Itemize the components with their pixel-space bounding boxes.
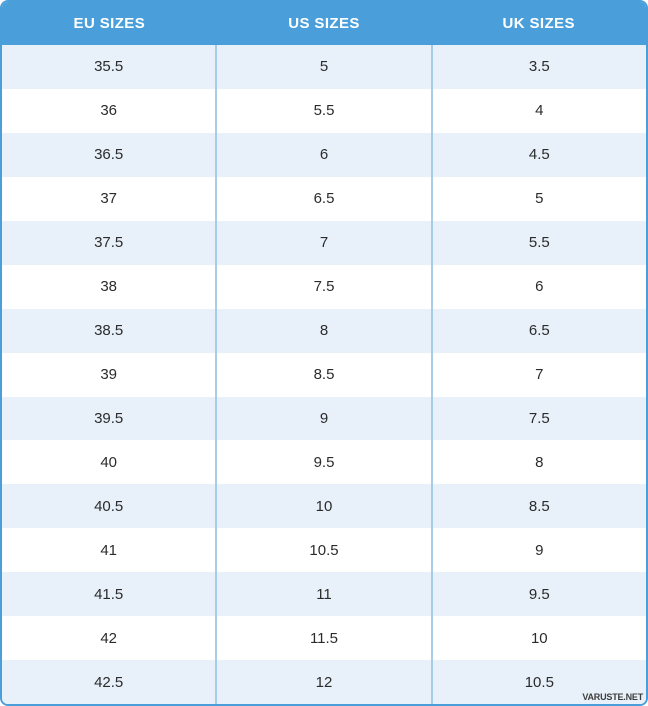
- eu-size-cell: 42: [100, 629, 117, 647]
- eu-size-cell: 36: [100, 102, 117, 120]
- us-size-cell: 7.5: [215, 264, 430, 309]
- eu-size-cell: 41.5: [94, 585, 124, 603]
- watermark-varuste-net: VARUSTE.NET: [582, 692, 643, 702]
- eu-size-cell: 41: [100, 541, 117, 559]
- table-row: 41 10.5 9: [2, 528, 646, 573]
- us-size-cell: 11.5: [215, 616, 430, 661]
- table-row: 42 11.5 10: [2, 616, 646, 661]
- us-size-cell: 7: [215, 220, 430, 265]
- uk-size-cell: 8.5: [430, 484, 646, 529]
- column-header-uk-sizes: UK SIZES: [502, 15, 575, 32]
- eu-size-cell: 39: [100, 366, 117, 384]
- uk-size-cell: 10: [430, 616, 646, 661]
- eu-size-cell: 35.5: [94, 58, 124, 76]
- us-size-cell: 10: [215, 484, 430, 529]
- uk-size-cell: 6: [430, 264, 646, 309]
- column-header-us-sizes: US SIZES: [288, 15, 360, 32]
- uk-size-cell: 4: [430, 88, 646, 133]
- eu-size-cell: 39.5: [94, 409, 124, 427]
- us-size-cell: 6.5: [215, 176, 430, 221]
- us-size-cell: 12: [215, 660, 430, 704]
- table-row: 37 6.5 5: [2, 176, 646, 221]
- table-header-row: EU SIZES US SIZES UK SIZES: [2, 2, 646, 45]
- us-size-cell: 8: [215, 308, 430, 353]
- us-size-cell: 11: [215, 572, 430, 617]
- uk-size-cell: 9: [430, 528, 646, 573]
- us-size-cell: 9: [215, 396, 430, 441]
- uk-size-cell: 4.5: [430, 132, 646, 177]
- table-body: 35.5 5 3.5 36 5.5 4 36.5 6 4.5 37 6.5 5 …: [2, 45, 646, 704]
- table-row: 36.5 6 4.5: [2, 132, 646, 177]
- table-row: 42.5 12 10.5: [2, 660, 646, 704]
- uk-size-cell: 5: [430, 176, 646, 221]
- column-header-eu-sizes: EU SIZES: [73, 15, 146, 32]
- us-size-cell: 10.5: [215, 528, 430, 573]
- table-row: 38 7.5 6: [2, 264, 646, 309]
- eu-size-cell: 38: [100, 278, 117, 296]
- uk-size-cell: 8: [430, 440, 646, 485]
- table-row: 39.5 9 7.5: [2, 396, 646, 441]
- us-size-cell: 9.5: [215, 440, 430, 485]
- us-size-cell: 5: [215, 45, 430, 89]
- eu-size-cell: 37: [100, 190, 117, 208]
- eu-size-cell: 37.5: [94, 234, 124, 252]
- uk-size-cell: 6.5: [430, 308, 646, 353]
- us-size-cell: 6: [215, 132, 430, 177]
- us-size-cell: 8.5: [215, 352, 430, 397]
- eu-size-cell: 42.5: [94, 673, 124, 691]
- uk-size-cell: 3.5: [430, 45, 646, 89]
- table-row: 40 9.5 8: [2, 440, 646, 485]
- eu-size-cell: 40: [100, 453, 117, 471]
- table-row: 40.5 10 8.5: [2, 484, 646, 529]
- table-row: 37.5 7 5.5: [2, 220, 646, 265]
- eu-size-cell: 38.5: [94, 322, 124, 340]
- table-row: 38.5 8 6.5: [2, 308, 646, 353]
- uk-size-cell: 9.5: [430, 572, 646, 617]
- table-row: 36 5.5 4: [2, 88, 646, 133]
- eu-size-cell: 40.5: [94, 497, 124, 515]
- uk-size-cell: 7.5: [430, 396, 646, 441]
- uk-size-cell: 7: [430, 352, 646, 397]
- us-size-cell: 5.5: [215, 88, 430, 133]
- uk-size-cell: 5.5: [430, 220, 646, 265]
- table-row: 35.5 5 3.5: [2, 45, 646, 89]
- eu-size-cell: 36.5: [94, 146, 124, 164]
- uk-size-cell: 10.5: [430, 660, 646, 704]
- table-row: 39 8.5 7: [2, 352, 646, 397]
- table-row: 41.5 11 9.5: [2, 572, 646, 617]
